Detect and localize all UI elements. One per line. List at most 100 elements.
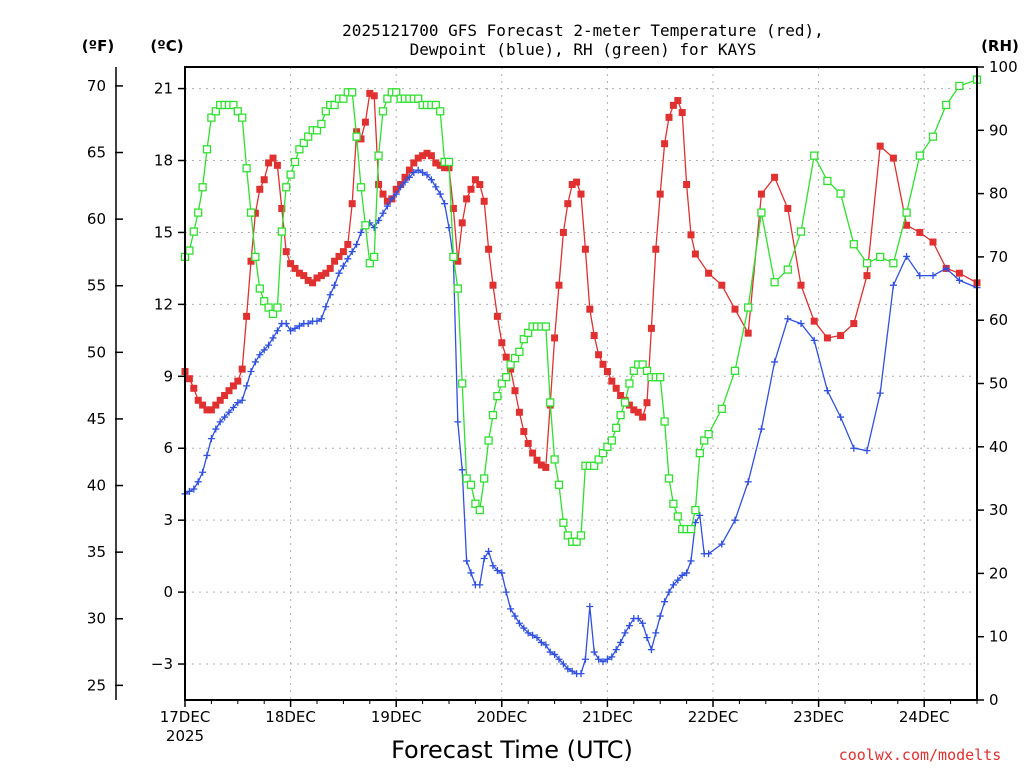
- dewpoint-point: [251, 358, 259, 366]
- dewpoint-point: [696, 511, 704, 519]
- temperature-point: [555, 281, 563, 289]
- rh-tick-label: 100: [989, 58, 1018, 76]
- rh-point: [444, 157, 454, 167]
- dewpoint-point: [568, 667, 576, 675]
- dewpoint-point: [414, 166, 422, 174]
- rh-point: [436, 107, 445, 116]
- temperature-point: [243, 312, 251, 320]
- temperature-point: [784, 204, 792, 212]
- series-dewpoint: [181, 166, 981, 678]
- rh-point: [770, 278, 779, 287]
- rh-point: [449, 252, 458, 262]
- temperature-point: [304, 276, 312, 284]
- rh-point: [458, 379, 467, 388]
- dewpoint-point: [317, 315, 325, 323]
- fahrenheit-unit-label: (ºF): [82, 37, 114, 55]
- dewpoint-point: [216, 418, 224, 426]
- temperature-point: [691, 250, 699, 258]
- dewpoint-point: [823, 387, 831, 395]
- temperature-point: [366, 89, 374, 97]
- temperature-point: [551, 334, 559, 342]
- dewpoint-point: [929, 272, 937, 280]
- rh-point: [695, 448, 704, 458]
- temperature-point: [810, 317, 818, 325]
- dewpoint-point: [194, 478, 202, 486]
- dewpoint-point: [476, 581, 484, 589]
- rh-tick-label: 10: [989, 628, 1008, 646]
- temperature-point: [687, 231, 695, 239]
- rh-point: [810, 151, 819, 160]
- rh-point: [612, 423, 621, 432]
- rh-point: [559, 518, 568, 527]
- rh-point: [594, 455, 603, 464]
- dewpoint-point: [348, 248, 356, 256]
- dewpoint-point: [916, 272, 924, 280]
- dewpoint-point: [837, 413, 845, 421]
- temperature-point: [225, 387, 233, 395]
- dewpoint-point: [683, 569, 691, 577]
- dewpoint-point: [599, 658, 607, 666]
- temperature-point: [669, 101, 677, 109]
- dewpoint-point: [546, 648, 554, 656]
- temperature-point: [564, 200, 572, 208]
- dewpoint-point: [185, 487, 193, 495]
- dewpoint-point: [203, 451, 211, 459]
- dewpoint-point: [810, 336, 818, 344]
- dewpoint-point: [322, 303, 330, 311]
- dewpoint-point: [529, 631, 537, 639]
- rh-point: [233, 107, 242, 116]
- temperature-point: [339, 248, 347, 256]
- rh-point: [317, 119, 326, 129]
- temperature-point: [889, 154, 897, 162]
- dewpoint-point: [955, 276, 963, 284]
- temperature-point: [493, 312, 501, 320]
- dewpoint-point: [265, 341, 273, 349]
- rh-point: [211, 107, 220, 116]
- temperature-point: [405, 166, 413, 174]
- dewpoint-point: [405, 173, 413, 181]
- celsius-unit-label: (ºC): [150, 37, 183, 55]
- rh-point: [796, 227, 806, 236]
- temperature-point: [295, 269, 303, 277]
- temperature-point: [590, 332, 598, 340]
- rh-point: [638, 360, 647, 369]
- rh-point: [475, 505, 484, 515]
- dewpoint-point: [339, 262, 347, 270]
- rh-point: [691, 505, 700, 515]
- dewpoint-point: [643, 634, 651, 642]
- temperature-point: [247, 257, 255, 265]
- temperature-point: [269, 154, 277, 162]
- rh-point: [273, 303, 282, 312]
- temperature-point: [537, 461, 545, 469]
- rh-point: [255, 284, 264, 293]
- temperature-point: [718, 281, 726, 289]
- temperature-point: [683, 180, 691, 188]
- temperature-point: [502, 353, 510, 361]
- rh-point: [823, 176, 832, 186]
- rh-point: [506, 360, 515, 369]
- rh-point: [603, 442, 612, 451]
- dewpoint-point: [533, 634, 541, 642]
- rh-point: [686, 524, 696, 534]
- temperature-point: [229, 382, 237, 390]
- temperature-point: [542, 463, 550, 471]
- dewpoint-point: [454, 418, 462, 426]
- temperature-point: [705, 269, 713, 277]
- temperature-point: [630, 406, 638, 414]
- dewpoint-point: [784, 315, 792, 323]
- fahrenheit-tick-label: 30: [87, 610, 106, 628]
- rh-point: [563, 531, 572, 540]
- dewpoint-point: [665, 588, 673, 596]
- celsius-tick-label: 9: [163, 367, 173, 385]
- rh-point: [620, 398, 630, 407]
- fahrenheit-tick-label: 45: [87, 410, 106, 428]
- rh-point: [484, 436, 493, 445]
- series-line: [184, 169, 978, 675]
- x-axis-label: Forecast Time (UTC): [391, 736, 633, 764]
- dewpoint-point: [379, 209, 387, 217]
- fahrenheit-tick-label: 65: [87, 144, 106, 162]
- x-tick-label: 22DEC: [688, 708, 739, 726]
- dewpoint-point: [212, 425, 220, 433]
- dewpoint-point: [207, 435, 215, 443]
